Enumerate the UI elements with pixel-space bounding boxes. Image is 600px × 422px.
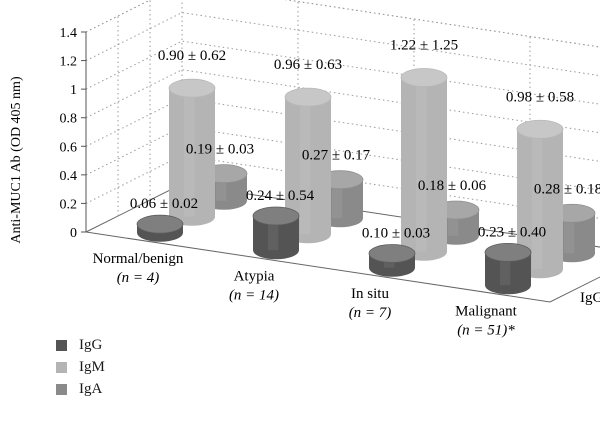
gridline [85, 0, 600, 48]
bar-igm [168, 78, 216, 226]
x-tick-sublabel: (n = 14) [229, 287, 279, 303]
legend: IgG IgM IgA [56, 334, 105, 400]
data-label: 0.90 ± 0.62 [158, 48, 226, 64]
data-label: 0.96 ± 0.63 [274, 57, 342, 73]
bar-igg [484, 242, 532, 295]
legend-item: IgG [56, 334, 105, 356]
y-tick-label: 1.4 [60, 26, 78, 41]
data-labels: 0.19 ± 0.03 0.27 ± 0.17 0.18 ± 0.06 0.28 ± … [130, 37, 600, 241]
data-label: 0.06 ± 0.02 [130, 196, 198, 212]
depth-label: IgG [580, 290, 600, 306]
bar-igm [400, 68, 448, 261]
data-label: 0.24 ± 0.54 [246, 188, 315, 204]
y-tick-label: 0.8 [60, 112, 78, 127]
data-label: 0.19 ± 0.03 [186, 142, 254, 158]
x-tick-label: Atypia [234, 268, 275, 284]
data-label: 0.18 ± 0.06 [418, 178, 487, 194]
y-tick-label: 0.2 [60, 197, 78, 212]
legend-swatch [56, 339, 67, 351]
bars [136, 68, 596, 295]
axes: 0 0.2 0.4 0.6 0.8 1 1.2 1.4 Normal/benign (n = 4)… [60, 26, 600, 338]
legend-item: IgA [56, 378, 105, 400]
legend-item: IgM [56, 356, 105, 378]
bar-igm [284, 87, 332, 244]
x-tick-sublabel: (n = 51)* [457, 322, 515, 338]
data-label: 0.98 ± 0.58 [506, 89, 574, 105]
y-tick-label: 0 [70, 226, 77, 241]
x-tick-sublabel: (n = 7) [349, 305, 392, 321]
y-tick-label: 1.2 [60, 55, 78, 70]
data-label: 0.28 ± 0.18 [534, 181, 600, 197]
y-axis-label: Anti-MUC1 Ab (OD 405 nm) [9, 76, 24, 244]
y-tick-label: 0.4 [60, 169, 78, 184]
legend-swatch [56, 383, 67, 395]
data-label: 0.23 ± 0.40 [478, 224, 546, 240]
data-label: 0.27 ± 0.17 [302, 148, 371, 164]
bar-igm [516, 119, 564, 279]
bar-igg [136, 214, 184, 242]
x-tick-sublabel: (n = 4) [117, 270, 160, 286]
data-label: 1.22 ± 1.25 [390, 37, 458, 53]
x-tick-label: In situ [351, 286, 389, 302]
legend-label: IgG [79, 336, 103, 353]
legend-label: IgM [79, 358, 105, 375]
x-tick-label: Normal/benign [93, 251, 184, 267]
data-label: 0.10 ± 0.03 [362, 225, 430, 241]
bar-igg [252, 206, 300, 260]
y-tick-label: 1 [70, 83, 77, 98]
y-tick-label: 0.6 [60, 140, 78, 155]
legend-label: IgA [79, 380, 103, 397]
x-tick-label: Malignant [455, 303, 517, 319]
bar-igg [368, 244, 416, 277]
legend-swatch [56, 361, 67, 373]
